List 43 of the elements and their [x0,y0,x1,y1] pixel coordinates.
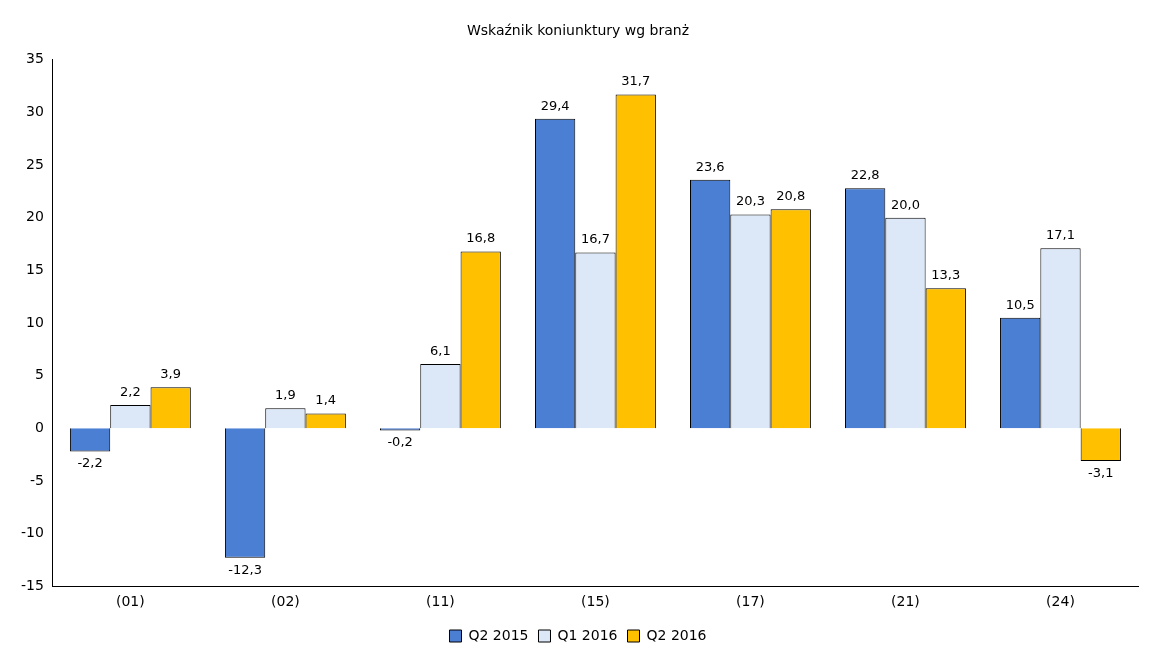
x-tick-label: (02) [271,593,300,610]
y-tick-label: 30 [26,103,44,120]
y-tick-label: -5 [29,471,44,488]
x-tick-label: (17) [736,593,765,610]
data-label: 2,2 [120,383,141,399]
data-label: 22,8 [850,167,880,183]
y-tick-label: 15 [26,261,44,277]
data-label: 13,3 [931,267,961,283]
legend-label: Q2 2016 [646,626,707,643]
y-tick-label: -15 [20,576,44,593]
data-label: 3,9 [160,366,182,382]
y-tick-label: 25 [26,155,44,172]
legend-label: Q2 2015 [468,626,529,643]
data-label: -2,2 [77,455,103,471]
data-label: 1,9 [275,387,296,403]
data-label: -12,3 [228,561,262,577]
y-tick-label: 0 [34,418,44,435]
data-label: 20,0 [890,196,920,212]
data-label: 23,6 [695,158,725,174]
data-label: 29,4 [540,97,570,113]
y-tick-label: 10 [26,313,44,330]
x-tick-label: (21) [891,593,920,610]
data-label: 17,1 [1046,227,1075,243]
y-tick-label: -10 [20,524,44,541]
data-label: 16,7 [580,231,610,247]
x-tick-label: (11) [426,593,455,610]
data-label: 6,1 [430,342,451,358]
data-label: 20,3 [735,193,765,209]
y-tick-label: 20 [26,208,44,225]
x-tick-label: (01) [116,593,145,610]
y-tick-label: 35 [26,50,44,67]
data-label: -0,2 [387,434,413,450]
chart-title: Wskaźnik koniunktury wg branż [466,22,690,39]
y-tick-label: 5 [34,366,44,383]
x-tick-label: (15) [581,593,610,610]
legend-label: Q1 2016 [557,626,618,643]
data-label: 10,5 [1005,296,1035,312]
x-tick-label: (24) [1046,593,1075,610]
data-label: -3,1 [1088,464,1114,480]
data-label: 31,7 [621,73,651,89]
data-label: 1,4 [315,392,337,408]
data-label: 20,8 [776,188,806,204]
data-label: 16,8 [466,230,496,246]
